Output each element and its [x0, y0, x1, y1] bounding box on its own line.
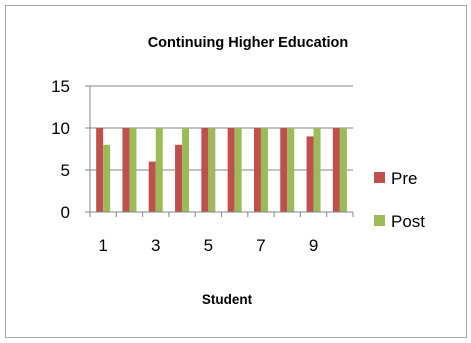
legend-label-post: Post — [391, 212, 425, 231]
y-tick-label-5: 5 — [61, 161, 70, 180]
bar-post-3 — [156, 128, 163, 212]
bar-pre-4 — [175, 145, 182, 212]
bar-pre-8 — [280, 128, 287, 212]
bar-post-6 — [235, 128, 242, 212]
x-tick-label-1: 1 — [98, 236, 107, 255]
bar-pre-9 — [307, 136, 314, 212]
legend-swatch-post — [374, 215, 385, 226]
y-tick-label-10: 10 — [51, 119, 70, 138]
bar-pre-1 — [96, 128, 103, 212]
x-tick-label-7: 7 — [256, 236, 265, 255]
bar-post-8 — [287, 128, 294, 212]
bar-post-2 — [129, 128, 136, 212]
bar-post-5 — [208, 128, 215, 212]
bar-post-1 — [103, 145, 110, 212]
y-tick-label-0: 0 — [61, 203, 70, 222]
bar-pre-10 — [333, 128, 340, 212]
legend-swatch-pre — [374, 172, 385, 183]
x-tick-label-3: 3 — [151, 236, 160, 255]
x-tick-label-5: 5 — [204, 236, 213, 255]
bar-post-4 — [182, 128, 189, 212]
y-tick-label-15: 15 — [51, 77, 70, 96]
bar-post-10 — [340, 128, 347, 212]
chart-title: Continuing Higher Education — [148, 35, 349, 51]
x-tick-label-9: 9 — [309, 236, 318, 255]
x-axis-label: Student — [202, 292, 253, 307]
bar-pre-6 — [228, 128, 235, 212]
bar-pre-2 — [122, 128, 129, 212]
legend-label-pre: Pre — [391, 169, 417, 188]
bar-pre-7 — [254, 128, 261, 212]
bar-pre-5 — [201, 128, 208, 212]
bar-post-9 — [314, 128, 321, 212]
legend: Pre Post — [374, 169, 425, 231]
bar-pre-3 — [149, 162, 156, 212]
bar-post-7 — [261, 128, 268, 212]
